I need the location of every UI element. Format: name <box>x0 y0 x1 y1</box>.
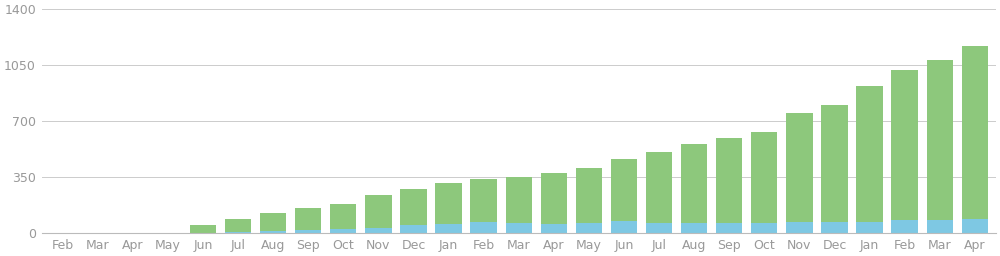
Bar <box>962 219 988 233</box>
Bar <box>260 213 286 231</box>
Bar <box>751 132 777 223</box>
Bar <box>821 222 848 233</box>
Bar <box>611 159 637 221</box>
Bar <box>541 224 567 233</box>
Bar <box>470 179 497 222</box>
Bar <box>962 46 988 219</box>
Bar <box>786 222 813 233</box>
Bar <box>821 105 848 222</box>
Bar <box>927 220 953 233</box>
Bar <box>786 113 813 222</box>
Bar <box>330 229 356 233</box>
Bar <box>646 152 672 223</box>
Bar <box>435 224 462 233</box>
Bar <box>681 223 707 233</box>
Bar <box>611 221 637 233</box>
Bar <box>716 138 742 223</box>
Bar <box>295 230 321 233</box>
Bar <box>365 195 392 228</box>
Bar <box>576 223 602 233</box>
Bar <box>576 168 602 223</box>
Bar <box>716 223 742 233</box>
Bar <box>541 173 567 224</box>
Bar <box>435 183 462 224</box>
Bar <box>470 222 497 233</box>
Bar <box>365 228 392 233</box>
Bar <box>330 204 356 229</box>
Bar <box>856 222 883 233</box>
Bar <box>295 208 321 230</box>
Bar <box>891 220 918 233</box>
Bar <box>856 86 883 222</box>
Bar <box>190 225 216 233</box>
Bar <box>225 232 251 233</box>
Bar <box>225 219 251 232</box>
Bar <box>681 144 707 223</box>
Bar <box>927 60 953 220</box>
Bar <box>506 177 532 223</box>
Bar <box>400 225 427 233</box>
Bar <box>506 223 532 233</box>
Bar <box>260 231 286 233</box>
Bar <box>751 223 777 233</box>
Bar <box>646 223 672 233</box>
Bar <box>400 189 427 225</box>
Bar <box>891 70 918 220</box>
